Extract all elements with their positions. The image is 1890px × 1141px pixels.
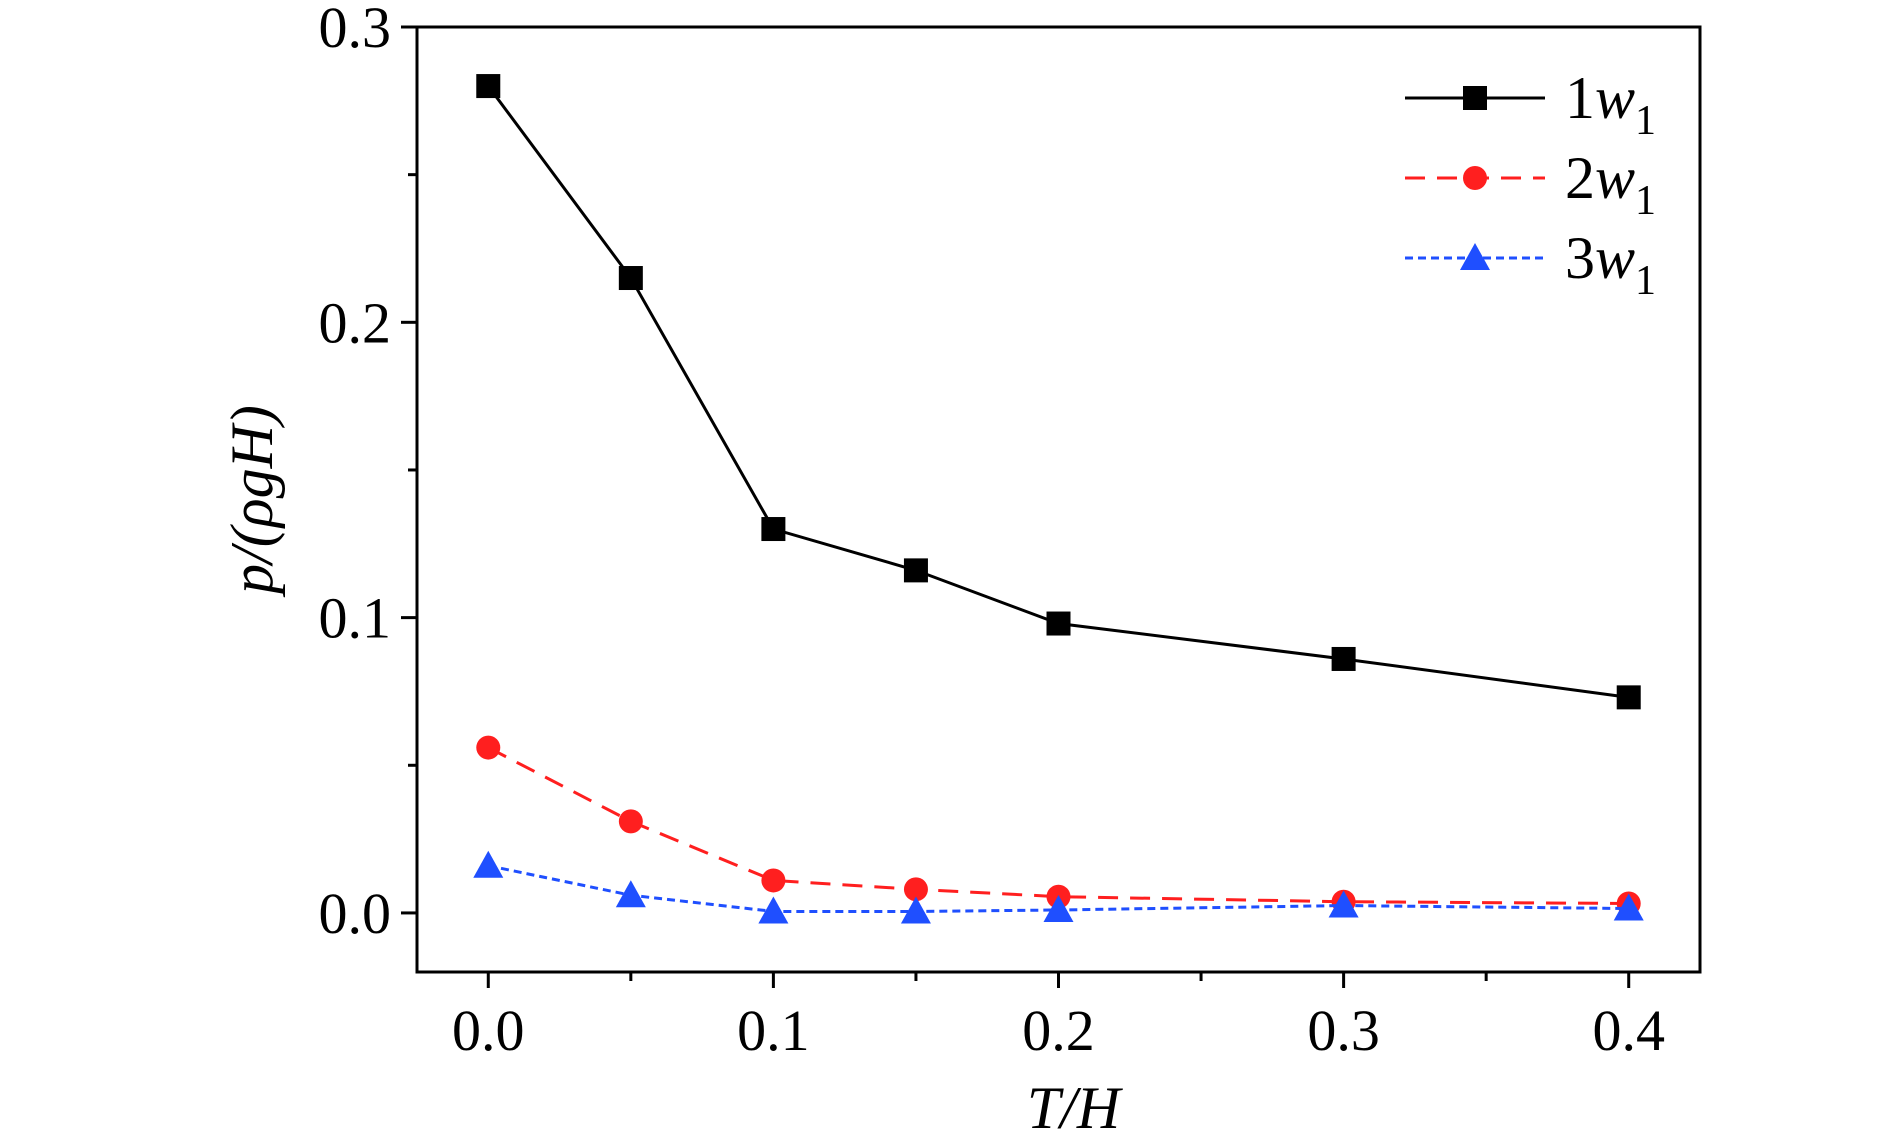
data-point-series-2 [903, 877, 928, 902]
data-point-series-3 [1613, 893, 1644, 921]
data-point-series-3 [1328, 890, 1359, 918]
legend-marker-1 [1463, 86, 1487, 110]
plot-frame [415, 25, 1702, 974]
y-tick-label: 0.3 [319, 0, 392, 60]
legend-marker-3 [1460, 243, 1490, 270]
data-point-series-2 [476, 735, 501, 760]
data-point-series-2 [618, 809, 643, 834]
axes: 0.0 0.1 0.2 0.3 0.4 0.0 0.1 0.2 0.3 [319, 0, 1702, 1063]
data-point-series-3 [758, 896, 789, 924]
data-point-series-1 [618, 266, 643, 291]
data-point-series-1 [1331, 646, 1356, 671]
data-point-series-3 [473, 850, 504, 878]
data-point-series-3 [900, 896, 931, 924]
x-tick-label: 0.0 [452, 998, 525, 1063]
x-tick-label: 0.2 [1022, 998, 1095, 1063]
legend-label-3: 3w1 [1565, 225, 1656, 304]
data-point-series-1 [761, 517, 786, 542]
x-axis-title: T/H [1027, 1075, 1124, 1141]
data-point-series-2 [761, 868, 786, 893]
data-point-series-1 [476, 74, 501, 99]
plot-area [473, 74, 1644, 924]
legend-label-1: 1w1 [1565, 65, 1656, 144]
data-point-series-1 [903, 558, 928, 583]
series-line-1 [487, 85, 1629, 699]
legend-marker-2 [1463, 166, 1487, 190]
y-tick-label: 0.1 [319, 586, 392, 651]
data-point-series-3 [615, 880, 646, 908]
y-tick-label: 0.0 [319, 881, 392, 946]
y-tick-label: 0.2 [319, 290, 392, 355]
legend-label-2: 2w1 [1565, 145, 1656, 224]
y-axis-title: p/(ρgH) [219, 405, 285, 598]
data-point-series-3 [1043, 894, 1074, 922]
series-line-2 [487, 746, 1629, 905]
data-point-series-1 [1616, 685, 1641, 710]
x-tick-label: 0.1 [737, 998, 810, 1063]
x-tick-label: 0.3 [1307, 998, 1380, 1063]
x-tick-label: 0.4 [1592, 998, 1665, 1063]
data-point-series-1 [1046, 611, 1071, 636]
